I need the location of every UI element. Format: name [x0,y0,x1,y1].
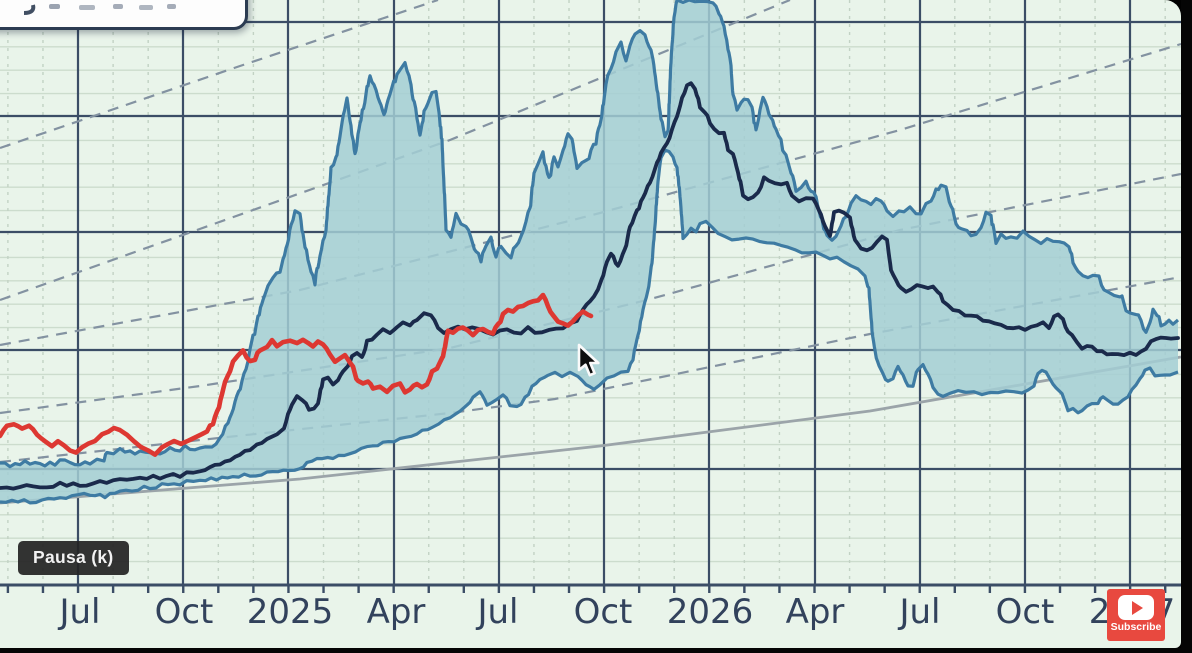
clipped-title-text [23,4,176,15]
youtube-play-icon [1118,595,1154,620]
letterbox-right [1181,0,1192,653]
x-axis-label: Oct [996,592,1055,632]
subscribe-label: Subscribe [1110,621,1162,633]
x-axis-label: Apr [786,592,845,632]
play-triangle-icon [1132,600,1143,615]
pause-tooltip-label: Pausa (k) [33,547,114,567]
x-axis-label: Jul [57,592,100,632]
x-axis-label: Jul [475,592,518,632]
x-axis-label: Oct [155,592,214,632]
x-axis-label: Jul [897,592,940,632]
pause-tooltip: Pausa (k) [18,541,129,575]
subscribe-button[interactable]: Subscribe [1107,589,1165,641]
x-axis-label: Apr [367,592,426,632]
x-axis-label: 2025 [247,592,334,632]
x-axis-label: 2026 [667,592,754,632]
letterbox-bottom [0,648,1192,653]
legend-box [0,0,248,30]
x-axis-label: Oct [574,592,633,632]
